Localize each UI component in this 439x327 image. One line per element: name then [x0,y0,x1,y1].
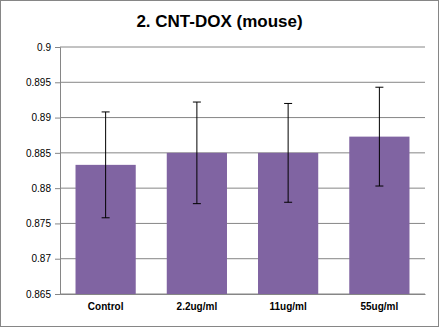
error-bar-cap [375,186,383,187]
y-tick-mark [55,82,60,83]
y-tick-mark [55,259,60,260]
y-tick-label: 0.88 [32,183,52,194]
grid-line [60,82,425,83]
y-tick-mark [55,294,60,295]
title: 2. CNT-DOX (mouse) [136,12,302,31]
y-tick-mark [55,47,60,48]
y-tick-mark [55,188,60,189]
error-bar-cap [193,203,201,204]
y-tick-mark [55,118,60,119]
y-tick-label: 0.895 [26,77,51,88]
x-tick-label: 2.2ug/ml [177,301,218,312]
y-tick-label: 0.89 [32,112,52,123]
error-bar-cap [284,103,292,104]
error-bar [102,112,110,218]
error-bar-cap [284,202,292,203]
grid [60,47,425,294]
y-tick-label: 0.865 [26,289,51,300]
y-tick: 0.89 [32,112,60,123]
error-bar-stem [105,112,106,218]
error-bar-stem [379,87,380,186]
y-tick-mark [55,153,60,154]
y-tick: 0.87 [32,253,60,264]
y-tick: 0.885 [26,148,60,159]
x-tick: 11ug/ml [270,294,307,312]
y-axis: 0.865 0.87 0.875 0.88 0.885 0.89 0.895 0.9 [26,42,61,300]
x-tick-label: 55ug/ml [360,301,398,312]
marks [76,87,410,294]
error-bar-cap [102,217,110,218]
error-bar [375,87,383,186]
x-tick: 55ug/ml [360,294,398,312]
error-bar-stem [288,103,289,202]
error-bar [193,102,201,204]
y-tick-mark [55,223,60,224]
chart: 0.865 0.87 0.875 0.88 0.885 0.89 0.895 0.9 Contr… [0,0,439,327]
grid-line [60,117,425,118]
y-tick-label: 0.885 [26,148,51,159]
x-tick: Control [88,294,124,312]
error-bar [284,103,292,202]
y-tick-label: 0.87 [32,253,52,264]
y-tick: 0.875 [26,218,60,229]
error-bar-stem [196,102,197,204]
y-tick: 0.88 [32,183,60,194]
error-bar-cap [375,87,383,88]
x-axis-line [61,294,426,295]
y-tick-label: 0.9 [37,42,51,53]
plot: 0.865 0.87 0.875 0.88 0.885 0.89 0.895 0.9 Contr… [26,42,426,312]
y-axis-line [55,48,61,295]
error-bar-cap [193,102,201,103]
x-tick: 2.2ug/ml [177,294,218,312]
error-bar-cap [102,111,110,112]
y-tick: 0.895 [26,77,60,88]
x-tick-label: 11ug/ml [270,301,307,312]
grid-line [60,47,425,48]
x-axis: Control 2.2ug/ml 11ug/ml 55ug/ml [61,294,426,312]
y-tick: 0.865 [26,289,60,300]
y-tick: 0.9 [37,42,60,53]
y-tick-label: 0.875 [26,218,51,229]
x-tick-label: Control [88,301,124,312]
chart-border [1,1,439,327]
